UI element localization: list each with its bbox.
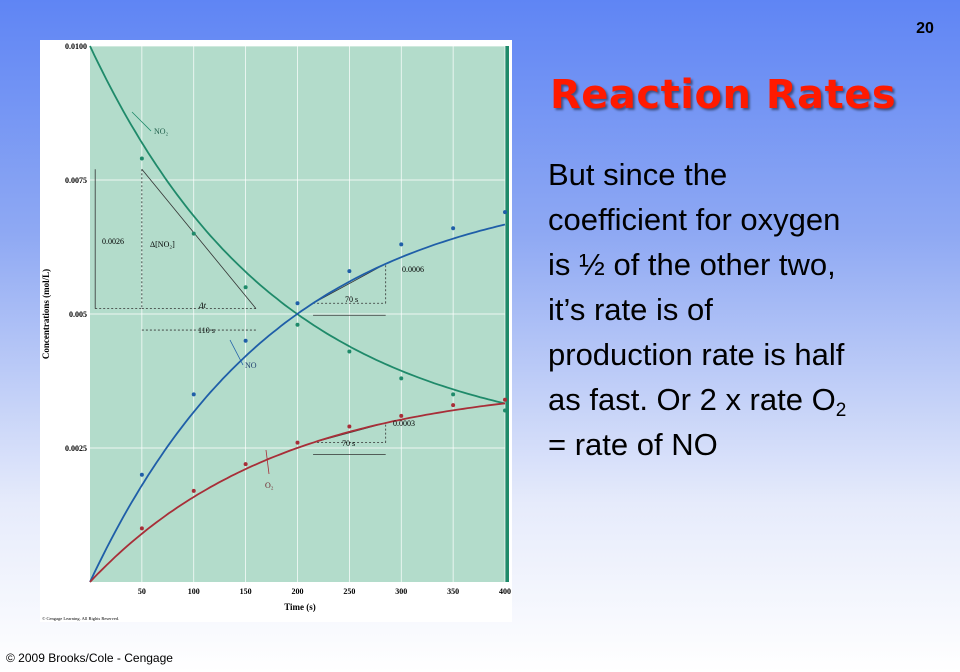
y-tick-label: 0.0075	[65, 176, 87, 185]
copyright-note: © Cengage Learning. All Rights Reserved.	[42, 616, 119, 621]
data-point	[139, 526, 144, 531]
data-point	[295, 322, 300, 327]
annotations	[94, 111, 387, 475]
data-point	[451, 226, 456, 231]
delta-no2-label: Δ[NO₂]	[150, 240, 175, 249]
data-point	[347, 424, 352, 429]
o2-slope-time: 70 s	[342, 439, 355, 448]
data-point	[243, 462, 248, 467]
data-point	[139, 472, 144, 477]
body-line: as fast. Or 2 x rate O2	[548, 377, 948, 422]
no2-label: NO₂	[154, 127, 169, 136]
y-tick-label: 0.005	[69, 310, 87, 319]
x-tick-label: 150	[240, 587, 252, 596]
o2-slope-value: 0.0003	[393, 419, 415, 428]
series-line	[89, 223, 506, 583]
x-tick-label: 100	[188, 587, 200, 596]
slide-number: 20	[916, 20, 934, 37]
subscript-2: 2	[835, 400, 847, 421]
data-point	[347, 349, 352, 354]
chart-figure: 50 100 150 200 250 300 350 400 0.0025 0.005 0.0075…	[40, 40, 512, 622]
data-point	[451, 392, 456, 397]
o2-leader-line	[265, 449, 270, 475]
body-line: is ½ of the other two,	[548, 247, 836, 282]
x-tick-label: 400	[499, 587, 511, 596]
x-tick-label: 50	[138, 587, 146, 596]
no2-tangent-line	[141, 169, 257, 309]
body-line: = rate of NO	[548, 427, 718, 462]
x-tick-label: 300	[395, 587, 407, 596]
body-line: production rate is half	[548, 337, 845, 372]
data-point	[399, 376, 404, 381]
data-point	[139, 156, 144, 161]
y-tick-label: 0.0025	[65, 444, 87, 453]
delta-t-label: Δt	[198, 301, 207, 310]
slide-title: Reaction Rates	[550, 72, 897, 118]
data-point	[451, 403, 456, 408]
data-point	[399, 242, 404, 247]
delta-t-value: 110 s	[198, 326, 215, 335]
concentration-chart: 50 100 150 200 250 300 350 400 0.0025 0.005 0.0075…	[41, 42, 511, 621]
x-tick-label: 200	[292, 587, 304, 596]
data-point	[191, 231, 196, 236]
delta-no2-value: 0.0026	[102, 237, 124, 246]
x-tick-label: 250	[343, 587, 355, 596]
data-point	[399, 413, 404, 418]
y-axis-label: Concentrations (mol/L)	[41, 269, 51, 359]
data-point	[503, 210, 507, 215]
body-line: it’s rate is of	[548, 292, 713, 327]
data-point	[191, 392, 196, 397]
body-line: coefficient for oxygen	[548, 202, 841, 237]
y-tick-label: 0.0100	[65, 42, 87, 51]
footer-copyright: © 2009 Brooks/Cole - Cengage	[6, 651, 173, 665]
x-axis-label: Time (s)	[284, 602, 316, 612]
data-point	[295, 301, 300, 306]
tick-labels: 50 100 150 200 250 300 350 400 0.0025 0.005 0.0075…	[65, 42, 511, 596]
data-point	[347, 269, 352, 274]
o2-label: O₂	[265, 481, 274, 490]
slide-body: But since the coefficient for oxygen is …	[548, 152, 948, 467]
no2-leader-line	[131, 111, 152, 132]
no-slope-time: 70 s	[345, 295, 358, 304]
data-point	[503, 408, 507, 413]
data-point	[503, 397, 507, 402]
data-point	[191, 488, 196, 493]
body-line: But since the	[548, 157, 728, 192]
x-tick-label: 350	[447, 587, 459, 596]
body-line-text: as fast. Or 2 x rate O	[548, 382, 836, 417]
series-line	[89, 402, 506, 583]
plot-right-edge	[505, 46, 509, 582]
series-group	[89, 45, 507, 583]
data-point	[243, 338, 248, 343]
no-label: NO	[245, 361, 257, 370]
data-point	[295, 440, 300, 445]
data-point	[243, 285, 248, 290]
no-slope-value: 0.0006	[402, 265, 424, 274]
